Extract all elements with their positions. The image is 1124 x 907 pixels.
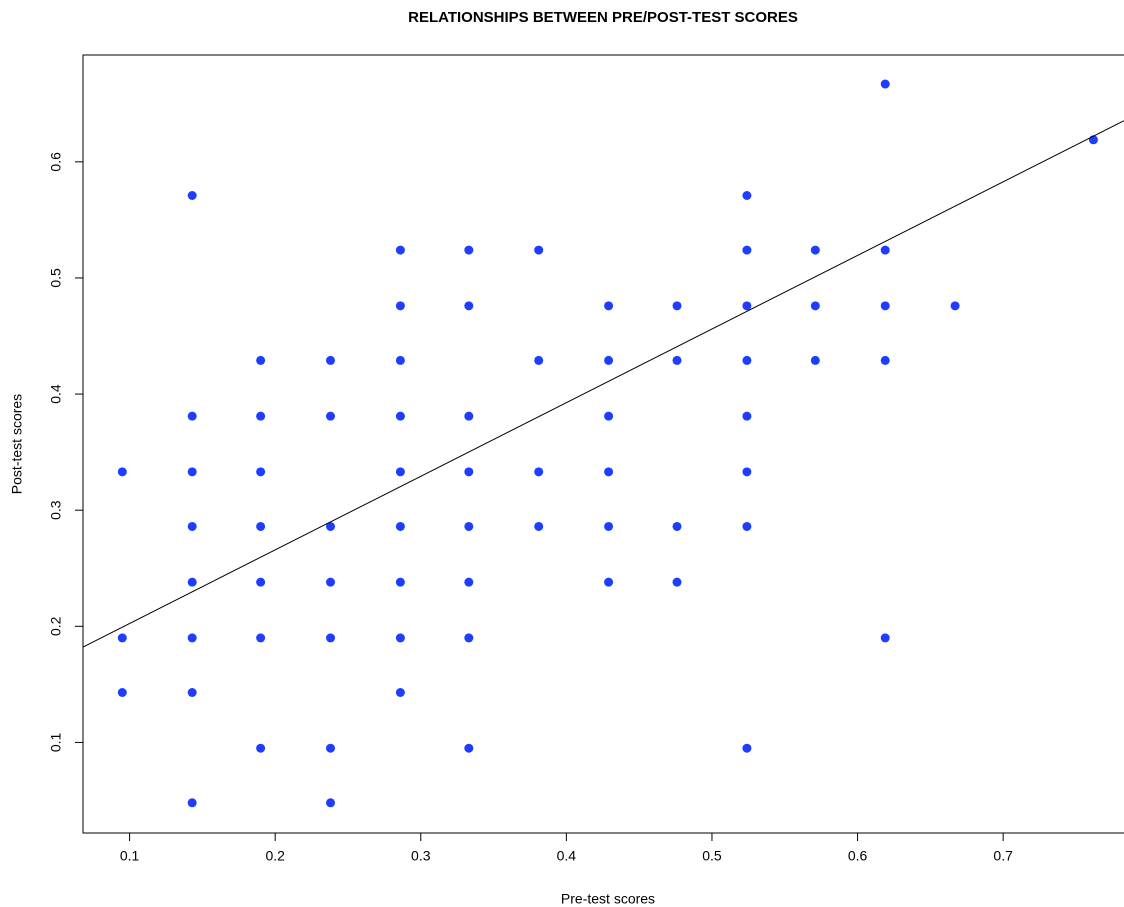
- point: [464, 633, 474, 643]
- point: [256, 521, 266, 531]
- y-tick-label: 0.5: [48, 268, 64, 288]
- point: [256, 633, 266, 643]
- point: [950, 301, 960, 311]
- point: [880, 301, 890, 311]
- point: [810, 355, 820, 365]
- point: [187, 521, 197, 531]
- point: [395, 467, 405, 477]
- point: [187, 633, 197, 643]
- x-tick-label: 0.1: [120, 848, 140, 864]
- point: [880, 355, 890, 365]
- point: [810, 245, 820, 255]
- point: [326, 577, 336, 587]
- y-axis-label: Post-test scores: [9, 394, 25, 494]
- plot-frame: [82, 54, 1124, 834]
- point: [604, 411, 614, 421]
- point: [395, 355, 405, 365]
- point: [534, 521, 544, 531]
- point: [395, 633, 405, 643]
- point: [742, 467, 752, 477]
- point: [604, 467, 614, 477]
- fit-line: [83, 120, 1124, 648]
- point: [187, 191, 197, 201]
- point: [326, 355, 336, 365]
- point: [604, 301, 614, 311]
- point: [187, 798, 197, 808]
- x-tick-label: 0.5: [702, 848, 722, 864]
- y-tick-label: 0.3: [48, 500, 64, 520]
- point: [395, 301, 405, 311]
- point: [117, 467, 127, 477]
- point: [672, 301, 682, 311]
- point: [326, 633, 336, 643]
- point: [742, 245, 752, 255]
- point: [395, 245, 405, 255]
- y-tick-label: 0.2: [48, 616, 64, 636]
- point: [742, 521, 752, 531]
- chart-title: RELATIONSHIPS BETWEEN PRE/POST-TEST SCOR…: [408, 9, 798, 26]
- point: [534, 355, 544, 365]
- x-axis-label: Pre-test scores: [561, 891, 655, 907]
- point: [742, 301, 752, 311]
- x-tick-label: 0.2: [265, 848, 285, 864]
- point: [117, 633, 127, 643]
- x-tick-label: 0.3: [411, 848, 431, 864]
- point: [326, 798, 336, 808]
- point: [117, 687, 127, 697]
- point: [880, 245, 890, 255]
- x-tick-label: 0.6: [848, 848, 868, 864]
- y-tick-label: 0.6: [48, 152, 64, 172]
- point: [810, 301, 820, 311]
- point: [187, 577, 197, 587]
- point: [395, 411, 405, 421]
- point: [326, 411, 336, 421]
- point: [187, 687, 197, 697]
- point: [256, 411, 266, 421]
- x-tick-label: 0.7: [993, 848, 1013, 864]
- y-tick-label: 0.1: [48, 732, 64, 752]
- point: [672, 577, 682, 587]
- point: [534, 467, 544, 477]
- y-tick-label: 0.4: [48, 384, 64, 404]
- point: [395, 687, 405, 697]
- point: [604, 521, 614, 531]
- point: [256, 355, 266, 365]
- point: [256, 577, 266, 587]
- point: [464, 245, 474, 255]
- point: [464, 411, 474, 421]
- point: [256, 743, 266, 753]
- point: [256, 467, 266, 477]
- point: [672, 521, 682, 531]
- point: [464, 301, 474, 311]
- point: [742, 411, 752, 421]
- point: [464, 521, 474, 531]
- point: [464, 743, 474, 753]
- point: [464, 467, 474, 477]
- x-tick-label: 0.4: [557, 848, 577, 864]
- point: [326, 743, 336, 753]
- point: [534, 245, 544, 255]
- point: [604, 355, 614, 365]
- point: [672, 355, 682, 365]
- point: [880, 79, 890, 89]
- point: [464, 577, 474, 587]
- point: [742, 355, 752, 365]
- point: [742, 743, 752, 753]
- point: [187, 411, 197, 421]
- point: [880, 633, 890, 643]
- point: [395, 577, 405, 587]
- point: [187, 467, 197, 477]
- point: [326, 521, 336, 531]
- point: [742, 191, 752, 201]
- point: [604, 577, 614, 587]
- point: [395, 521, 405, 531]
